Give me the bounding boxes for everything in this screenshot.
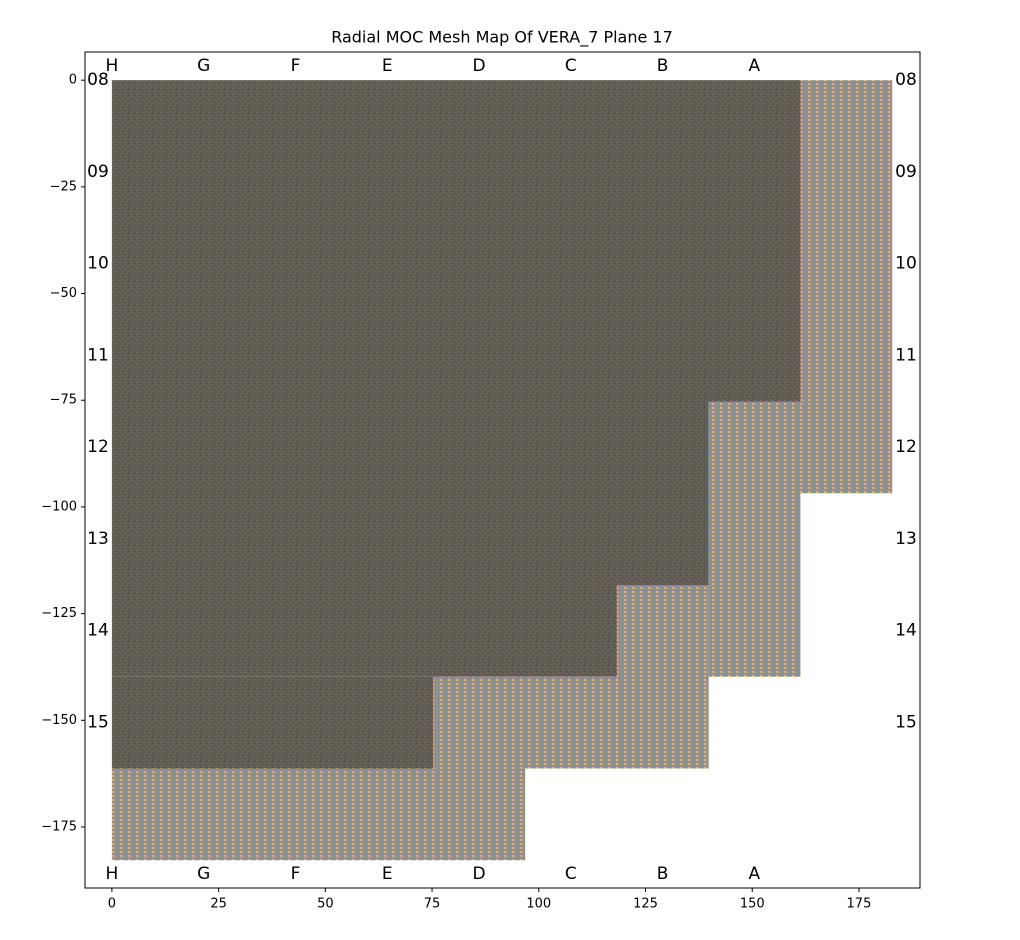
row-label: 14	[87, 621, 109, 641]
row-label: 09	[895, 162, 917, 182]
row-label: 08	[895, 70, 917, 90]
row-label: 11	[895, 345, 917, 365]
reflector-region	[800, 80, 893, 494]
column-label: H	[105, 56, 118, 76]
x-tick-label: 100	[526, 897, 551, 912]
row-label: 10	[895, 254, 917, 274]
x-tick-label: 0	[108, 897, 116, 912]
row-label: 11	[87, 345, 109, 365]
row-label: 09	[87, 162, 109, 182]
y-tick-label: −75	[50, 393, 77, 408]
chart-title: Radial MOC Mesh Map Of VERA_7 Plane 17	[331, 28, 673, 48]
y-tick-label: −150	[41, 713, 77, 728]
y-tick-label: −125	[41, 606, 77, 621]
row-label: 08	[87, 70, 109, 90]
fuel-region	[111, 401, 709, 586]
row-label: 15	[87, 712, 109, 732]
reflector-region	[708, 401, 801, 677]
row-label: 13	[87, 529, 109, 549]
column-label: H	[105, 864, 118, 884]
row-label: 13	[895, 529, 917, 549]
x-tick-label: 25	[210, 897, 227, 912]
x-tick-label: 75	[424, 897, 441, 912]
y-tick-label: −175	[41, 819, 77, 834]
column-label: G	[197, 864, 210, 884]
x-tick-label: 150	[740, 897, 765, 912]
x-tick-label: 50	[317, 897, 334, 912]
fuel-region	[111, 676, 434, 769]
plot-frame	[84, 51, 921, 889]
column-label: B	[657, 864, 669, 884]
reflector-region	[433, 676, 617, 769]
row-label: 12	[895, 437, 917, 457]
reflector-region	[111, 768, 526, 861]
y-tick-label: −50	[50, 286, 77, 301]
column-label: E	[382, 56, 393, 76]
column-label: G	[197, 56, 210, 76]
column-label: C	[565, 56, 577, 76]
fuel-region	[111, 80, 801, 402]
column-label: C	[565, 864, 577, 884]
row-label: 10	[87, 254, 109, 274]
y-tick-label: 0	[69, 73, 77, 88]
column-label: E	[382, 864, 393, 884]
column-label: D	[472, 864, 485, 884]
row-label: 14	[895, 621, 917, 641]
x-tick-label: 125	[633, 897, 658, 912]
y-tick-label: −100	[41, 499, 77, 514]
column-label: B	[657, 56, 669, 76]
column-label: F	[291, 864, 301, 884]
fuel-region	[111, 585, 617, 677]
column-label: D	[472, 56, 485, 76]
x-tick-label: 175	[847, 897, 872, 912]
row-label: 12	[87, 437, 109, 457]
column-label: A	[749, 56, 761, 76]
y-tick-label: −25	[50, 179, 77, 194]
column-label: F	[291, 56, 301, 76]
row-label: 15	[895, 712, 917, 732]
reflector-region	[616, 585, 709, 769]
column-label: A	[749, 864, 761, 884]
